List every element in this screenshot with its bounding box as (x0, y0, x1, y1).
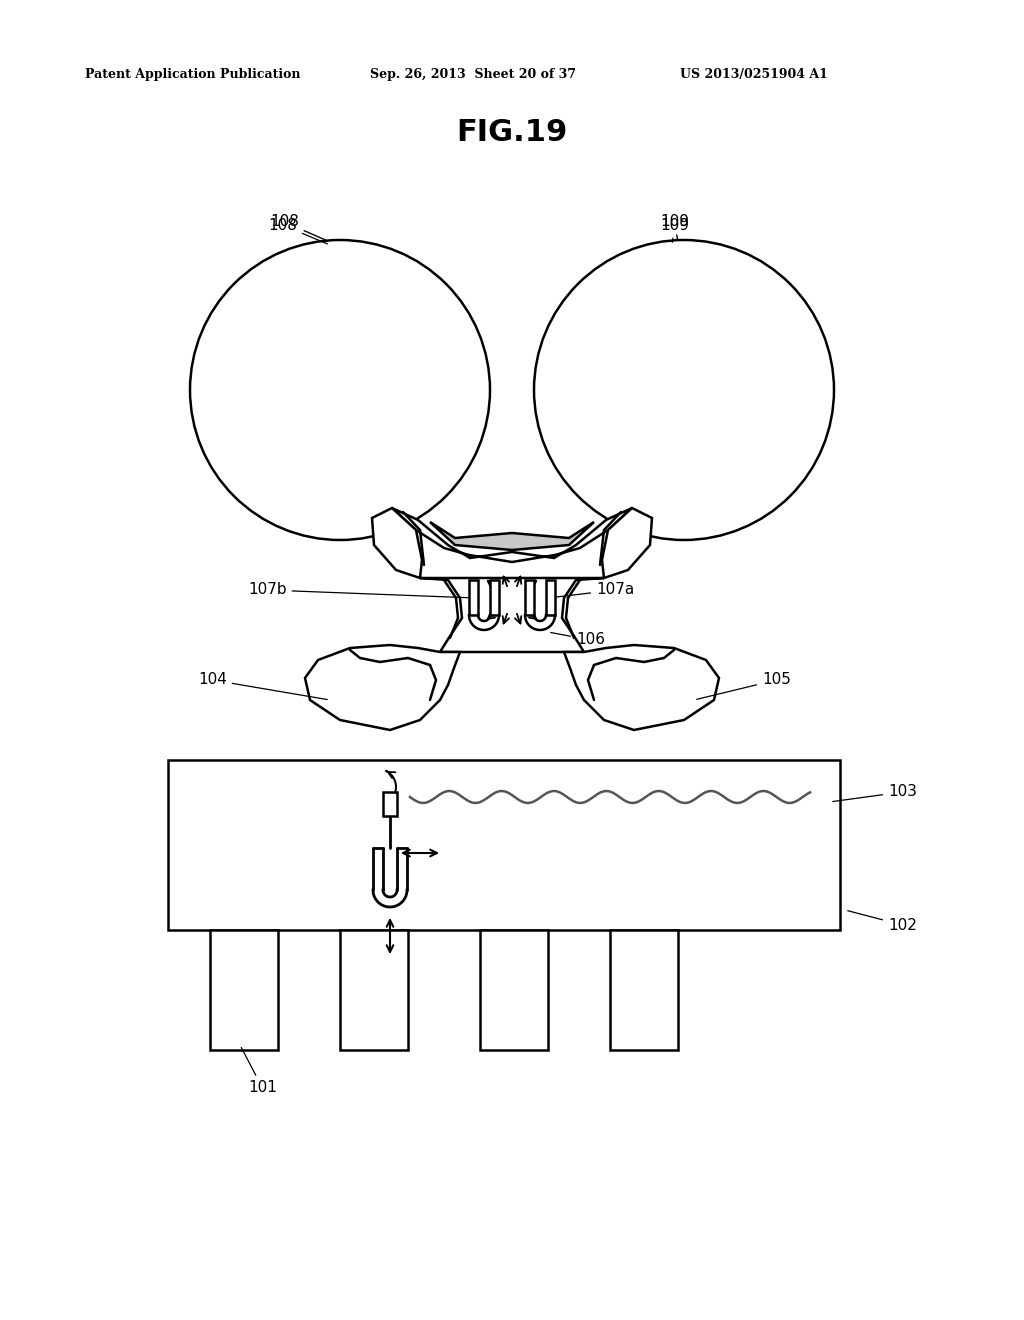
Text: 108: 108 (270, 214, 328, 240)
Polygon shape (564, 645, 719, 730)
Text: 102: 102 (848, 911, 916, 932)
Polygon shape (469, 579, 478, 615)
Polygon shape (546, 579, 555, 615)
Polygon shape (420, 578, 604, 652)
Polygon shape (525, 579, 534, 615)
Polygon shape (305, 645, 460, 730)
Bar (610, 931, 678, 1049)
Text: 108: 108 (268, 218, 328, 244)
Text: 107b: 107b (248, 582, 473, 598)
Circle shape (190, 240, 490, 540)
Text: 103: 103 (833, 784, 918, 801)
Polygon shape (430, 521, 594, 550)
Polygon shape (602, 508, 652, 578)
Text: 104: 104 (198, 672, 328, 700)
Text: 105: 105 (696, 672, 791, 700)
Text: FIG.19: FIG.19 (457, 117, 567, 147)
Bar (210, 931, 278, 1049)
Bar (168, 760, 840, 931)
Text: 109: 109 (660, 218, 689, 243)
Text: 109: 109 (660, 214, 689, 239)
Bar (340, 931, 408, 1049)
Polygon shape (392, 508, 632, 562)
Circle shape (534, 240, 834, 540)
Text: 101: 101 (242, 1048, 276, 1096)
Bar (383, 792, 397, 816)
Text: US 2013/0251904 A1: US 2013/0251904 A1 (680, 69, 827, 81)
Text: 106: 106 (551, 632, 605, 648)
Polygon shape (372, 508, 422, 578)
Text: Patent Application Publication: Patent Application Publication (85, 69, 300, 81)
Bar (480, 931, 548, 1049)
Text: 107a: 107a (551, 582, 634, 598)
Text: Sep. 26, 2013  Sheet 20 of 37: Sep. 26, 2013 Sheet 20 of 37 (370, 69, 575, 81)
Polygon shape (490, 579, 499, 615)
